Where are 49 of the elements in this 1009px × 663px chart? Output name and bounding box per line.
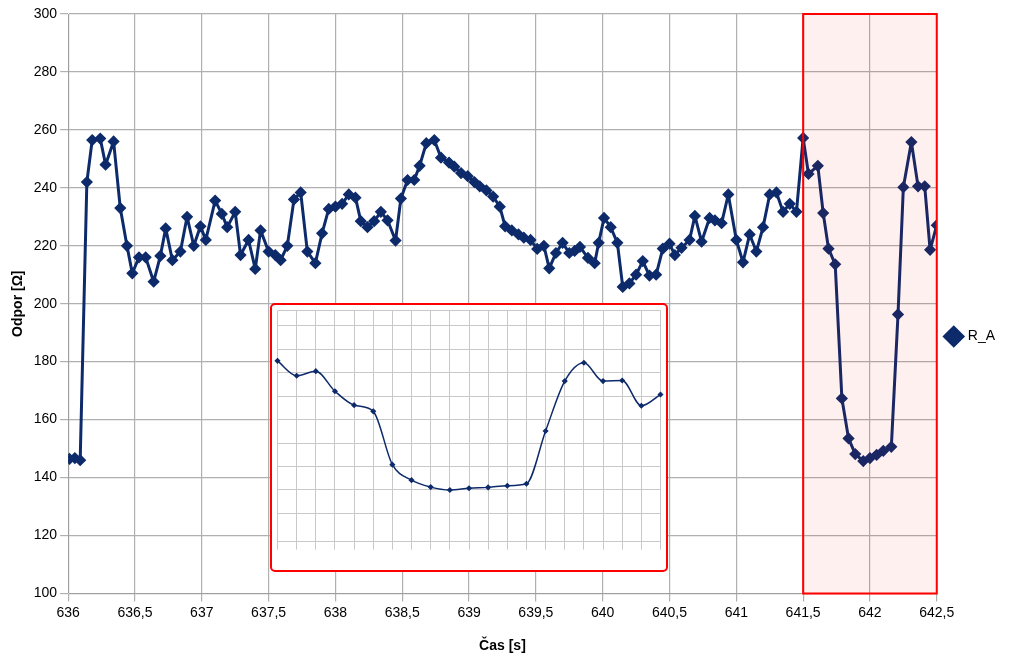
point	[408, 477, 415, 483]
point	[332, 388, 338, 394]
point	[562, 378, 568, 384]
x-tick-label: 640,5	[651, 603, 688, 620]
y-tick-label: 100	[33, 584, 58, 601]
y-tick-label: 200	[33, 294, 58, 311]
point	[274, 358, 281, 364]
point	[523, 481, 530, 487]
x-axis-title: Čas [s]	[479, 636, 526, 654]
point	[427, 484, 434, 490]
y-axis-title: Odpor [Ω]	[9, 270, 26, 337]
y-tick-label: 220	[33, 236, 58, 253]
point	[447, 487, 453, 493]
point	[351, 402, 357, 408]
point	[600, 378, 606, 384]
y-tick-label: 300	[33, 4, 58, 21]
point	[504, 482, 511, 489]
x-tick-label: 639,5	[518, 603, 554, 620]
y-tick-label: 120	[33, 526, 58, 543]
y-tick-label: 240	[33, 178, 58, 195]
x-tick-label: 637,5	[251, 603, 287, 620]
point	[581, 360, 587, 366]
y-tick-label: 260	[33, 120, 58, 137]
y-tick-label: 180	[33, 352, 58, 369]
x-tick-label: 636	[56, 603, 81, 620]
y-tick-label: 160	[33, 410, 58, 427]
x-tick-label: 639	[457, 603, 481, 620]
x-tick-label: 641,5	[785, 603, 821, 620]
point	[370, 408, 376, 415]
y-tick-label: 280	[33, 62, 58, 79]
y-tick-label: 140	[33, 468, 58, 485]
point	[542, 428, 549, 434]
point	[466, 485, 472, 492]
point	[657, 391, 664, 398]
x-tick-label: 642	[858, 603, 882, 620]
point	[293, 372, 300, 379]
point	[619, 377, 625, 384]
x-tick-label: 636,5	[117, 603, 153, 620]
x-tick-label: 642,5	[919, 603, 955, 620]
point	[313, 368, 319, 374]
x-tick-label: 638,5	[384, 603, 420, 620]
legend-label: R_A	[967, 327, 996, 344]
x-tick-label: 637	[190, 603, 214, 620]
x-tick-label: 638	[323, 603, 348, 620]
point	[389, 461, 396, 468]
x-tick-label: 640	[591, 603, 615, 620]
point	[485, 484, 491, 491]
point	[638, 403, 645, 409]
x-tick-label: 641	[724, 603, 749, 620]
